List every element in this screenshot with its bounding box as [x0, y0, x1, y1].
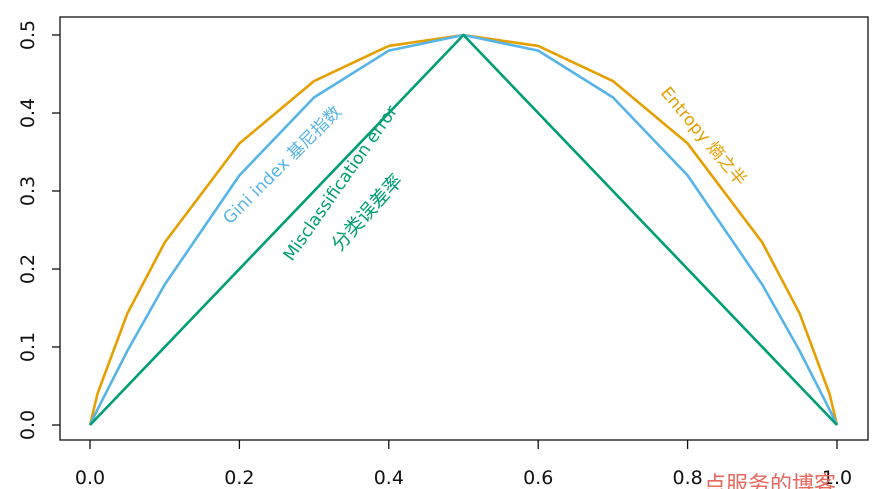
- entropy-annotation: Entropy 熵之半: [656, 83, 750, 190]
- plot-frame: [59, 16, 869, 441]
- x-tick-label: 0.8: [672, 467, 702, 489]
- y-tick-label: 0.0: [17, 410, 39, 440]
- gini-line: [88, 33, 839, 426]
- x-tick-label: 0.4: [374, 467, 404, 489]
- series-layer: [88, 33, 839, 426]
- x-axis: 0.0 0.2 0.4 0.6 0.8 1.0: [75, 440, 852, 489]
- y-tick-label: 0.2: [17, 254, 39, 284]
- y-axis: 0.0 0.1 0.2 0.3 0.4 0.5: [17, 20, 60, 440]
- misclassification-line: [89, 33, 838, 426]
- watermark: 点服务的博客: [704, 473, 836, 489]
- x-tick-label: 1.0: [822, 467, 852, 489]
- x-tick-label: 0.0: [75, 467, 105, 489]
- x-tick-label: 0.2: [224, 467, 254, 489]
- y-tick-label: 0.4: [17, 98, 39, 128]
- x-tick-label: 0.6: [523, 467, 553, 489]
- y-tick-label: 0.3: [17, 176, 39, 206]
- y-tick-label: 0.5: [17, 20, 39, 50]
- y-tick-label: 0.1: [17, 332, 39, 362]
